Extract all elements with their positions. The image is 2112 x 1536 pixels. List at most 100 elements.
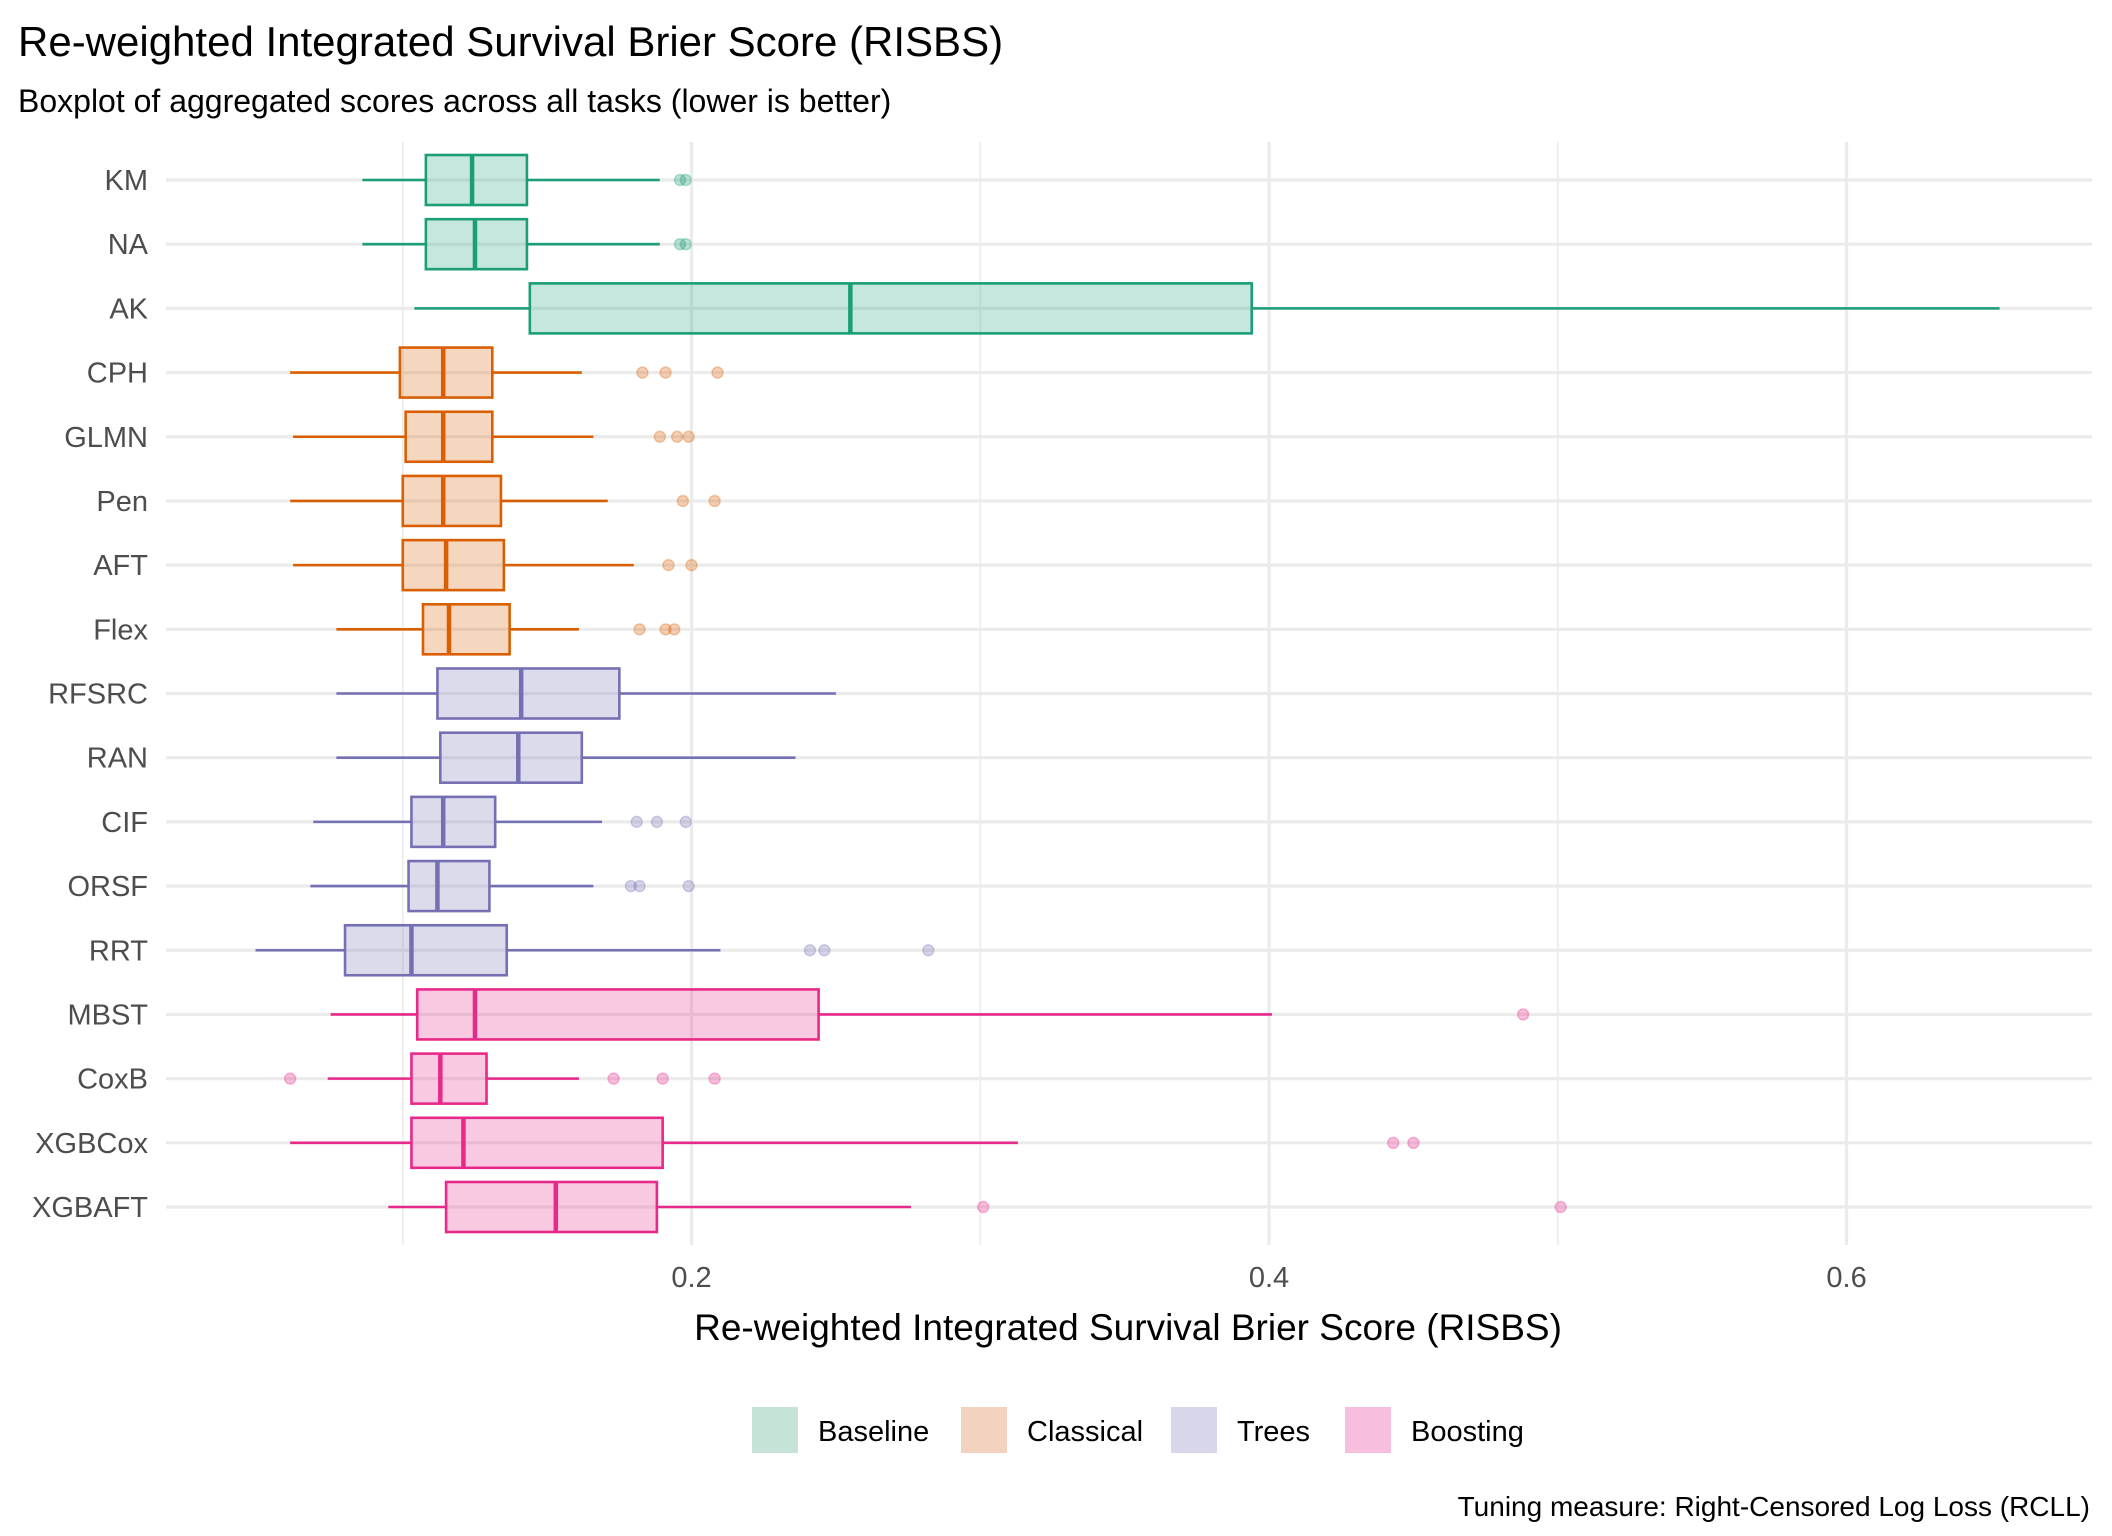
outlier-point bbox=[711, 366, 724, 379]
y-tick-label: AFT bbox=[93, 550, 148, 582]
y-tick-label: Flex bbox=[93, 614, 148, 646]
x-tick-label: 0.4 bbox=[1249, 1262, 1289, 1294]
x-axis-tick-labels: 0.2 0.4 0.6 bbox=[671, 1262, 1866, 1294]
outlier-point bbox=[708, 494, 721, 508]
boxplot-xgbaft bbox=[388, 1180, 1567, 1234]
iqr-box bbox=[401, 538, 506, 592]
outlier-point bbox=[676, 494, 690, 508]
outlier-point bbox=[673, 237, 687, 251]
boxplot-cif bbox=[313, 795, 693, 849]
iqr-box bbox=[424, 153, 529, 207]
chart-caption: Tuning measure: Right-Censored Log Loss … bbox=[1458, 1491, 2090, 1522]
legend-swatch bbox=[1171, 1407, 1217, 1453]
legend-label: Baseline bbox=[818, 1416, 929, 1448]
outlier-point bbox=[685, 558, 698, 572]
y-tick-label: RRT bbox=[89, 935, 148, 967]
y-tick-label: GLMN bbox=[64, 422, 148, 454]
boxplot-flex bbox=[336, 603, 681, 656]
y-tick-label: NA bbox=[108, 229, 149, 261]
boxplot-cph bbox=[290, 346, 724, 399]
y-tick-label: CoxB bbox=[77, 1064, 148, 1096]
y-tick-label: Pen bbox=[96, 486, 148, 518]
boxplot-coxb bbox=[283, 1052, 721, 1105]
iqr-box bbox=[404, 410, 494, 464]
outlier-point bbox=[650, 815, 664, 829]
y-tick-label: KM bbox=[105, 165, 149, 197]
x-tick-label: 0.6 bbox=[1826, 1262, 1866, 1294]
legend-label: Boosting bbox=[1411, 1416, 1524, 1448]
boxplot-km bbox=[362, 153, 693, 207]
outlier-point bbox=[922, 944, 935, 957]
outlier-point bbox=[633, 623, 646, 636]
outlier-point bbox=[662, 558, 675, 572]
legend-item-classical: Classical bbox=[961, 1407, 1143, 1453]
iqr-box bbox=[407, 859, 491, 913]
iqr-box bbox=[421, 603, 511, 656]
iqr-box bbox=[398, 346, 494, 399]
y-tick-label: RFSRC bbox=[48, 679, 148, 711]
boxplot-rrt bbox=[255, 923, 935, 977]
legend-swatch bbox=[752, 1407, 798, 1453]
legend: Baseline Classical Trees Boosting bbox=[752, 1407, 1524, 1453]
iqr-box bbox=[401, 474, 503, 528]
outlier-point bbox=[803, 944, 817, 957]
x-tick-label: 0.2 bbox=[671, 1262, 711, 1294]
outlier-point bbox=[1386, 1136, 1400, 1150]
boxplot-orsf bbox=[310, 859, 695, 913]
outlier-point bbox=[630, 815, 643, 829]
legend-item-trees: Trees bbox=[1171, 1407, 1310, 1453]
outlier-point bbox=[659, 623, 672, 636]
outlier-point bbox=[1516, 1008, 1530, 1021]
legend-item-baseline: Baseline bbox=[752, 1407, 929, 1453]
iqr-box bbox=[436, 667, 621, 720]
outlier-point bbox=[679, 237, 693, 251]
y-tick-label: RAN bbox=[87, 743, 148, 775]
boxplot-ran bbox=[336, 731, 796, 784]
legend-label: Classical bbox=[1027, 1416, 1143, 1448]
outlier-point bbox=[283, 1072, 297, 1085]
outlier-point bbox=[673, 173, 687, 187]
y-tick-label: MBST bbox=[67, 999, 148, 1031]
outlier-point bbox=[659, 366, 672, 379]
outlier-point bbox=[976, 1200, 990, 1214]
chart-subtitle: Boxplot of aggregated scores across all … bbox=[18, 83, 891, 119]
iqr-box bbox=[343, 923, 509, 977]
legend-swatch bbox=[961, 1407, 1007, 1453]
outlier-point bbox=[1554, 1200, 1567, 1214]
outlier-point bbox=[624, 879, 638, 893]
iqr-box bbox=[410, 1116, 664, 1170]
grid-lines bbox=[166, 142, 2092, 1245]
legend-item-boosting: Boosting bbox=[1345, 1407, 1524, 1453]
outlier-point bbox=[682, 879, 695, 893]
outlier-point bbox=[679, 815, 693, 829]
boxplot-aft bbox=[293, 538, 698, 592]
y-tick-label: ORSF bbox=[67, 871, 148, 903]
boxplot-rfsrc bbox=[336, 667, 836, 720]
y-axis-tick-labels: KM NA AK CPH GLMN Pen AFT Flex RFSRC RAN CIF ORSF RR… bbox=[32, 165, 149, 1224]
boxplot-na bbox=[362, 217, 693, 271]
iqr-box bbox=[439, 731, 584, 784]
boxplot-marks bbox=[255, 153, 2000, 1234]
outlier-point bbox=[607, 1072, 620, 1085]
iqr-box bbox=[444, 1180, 659, 1234]
y-tick-label: CPH bbox=[87, 358, 148, 390]
chart-title: Re-weighted Integrated Survival Brier Sc… bbox=[18, 18, 1003, 65]
iqr-box bbox=[528, 282, 1254, 335]
boxplot-mbst bbox=[330, 988, 1530, 1041]
outlier-point bbox=[667, 623, 681, 636]
outlier-point bbox=[1407, 1136, 1420, 1150]
outlier-point bbox=[670, 430, 684, 443]
outlier-point bbox=[636, 366, 649, 379]
legend-swatch bbox=[1345, 1407, 1391, 1453]
iqr-box bbox=[415, 988, 820, 1041]
boxplot-ak bbox=[414, 282, 2000, 335]
outlier-point bbox=[679, 173, 693, 187]
outlier-point bbox=[708, 1072, 721, 1085]
iqr-box bbox=[410, 795, 497, 849]
outlier-point bbox=[653, 430, 667, 443]
boxplot-pen bbox=[290, 474, 721, 528]
outlier-point bbox=[633, 879, 646, 893]
y-tick-label: XGBCox bbox=[35, 1128, 148, 1160]
boxplot-glmn bbox=[293, 410, 695, 464]
